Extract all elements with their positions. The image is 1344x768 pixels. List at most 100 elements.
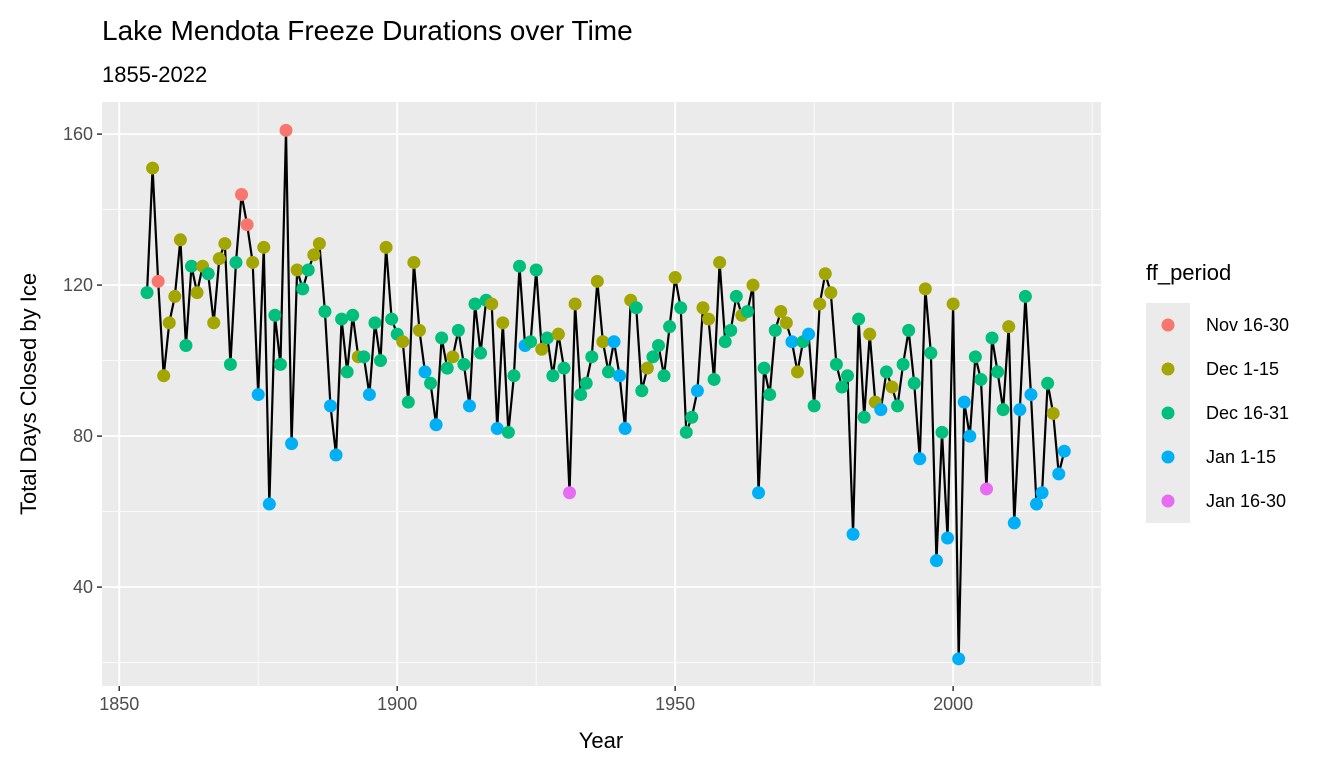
data-point [913,452,927,466]
data-point [1002,320,1016,334]
x-tick-label: 2000 [933,694,973,714]
y-tick-label: 120 [63,275,93,295]
x-axis-label: Year [579,728,623,753]
x-tick-label: 1850 [99,694,139,714]
data-point [879,365,893,379]
data-point [574,388,588,402]
data-point [674,301,688,315]
data-point [496,316,510,330]
data-point [763,388,777,402]
data-point [246,255,260,269]
data-point [985,331,999,345]
data-point [451,323,465,337]
data-point [468,297,482,311]
data-point [273,357,287,371]
data-point [585,350,599,364]
data-point [329,448,343,462]
data-point [679,425,693,439]
data-point [374,354,388,368]
data-point [340,365,354,379]
data-point [946,297,960,311]
data-point [418,365,432,379]
data-point [535,342,549,356]
data-point [718,335,732,349]
data-point [635,384,649,398]
data-point [902,323,916,337]
data-point [462,399,476,413]
data-point [896,357,910,371]
data-point [318,305,332,319]
data-point [379,240,393,254]
data-point [646,350,660,364]
data-point [952,652,966,666]
data-point [618,422,632,436]
data-point [568,297,582,311]
data-point [1057,444,1071,458]
data-point [1046,406,1060,420]
data-point [857,410,871,424]
data-point [557,361,571,375]
data-point [429,418,443,432]
data-point [312,237,326,251]
data-point [785,335,799,349]
data-point [601,365,615,379]
data-point [852,312,866,326]
legend-key-nov-16-30 [1161,318,1175,332]
data-point [835,380,849,394]
data-point [746,278,760,292]
data-point [846,527,860,541]
data-point [551,327,565,341]
y-tick-label: 160 [63,124,93,144]
data-point [941,531,955,545]
data-point [240,218,254,232]
data-point [829,357,843,371]
data-point [546,369,560,383]
data-point [1041,376,1055,390]
legend-label: Dec 1-15 [1206,359,1279,379]
data-point [813,297,827,311]
data-point [151,274,165,288]
data-point [752,486,766,500]
data-point [863,327,877,341]
data-point [1035,486,1049,500]
data-point [1018,289,1032,303]
data-point [412,323,426,337]
data-point [323,399,337,413]
data-point [1052,467,1066,481]
data-point [501,425,515,439]
data-point [874,403,888,417]
data-point [991,365,1005,379]
data-point [540,331,554,345]
data-point [690,384,704,398]
data-point [335,312,349,326]
data-point [146,161,160,175]
legend-label: Jan 16-30 [1206,491,1286,511]
data-point [290,263,304,277]
data-point [924,346,938,360]
data-point [268,308,282,322]
data-point [173,233,187,247]
data-point [974,372,988,386]
data-point [668,271,682,285]
data-point [207,316,221,330]
data-point [968,350,982,364]
data-point [702,312,716,326]
data-point [368,316,382,330]
data-point [490,422,504,436]
axes: 1850 1900 1950 2000 40 80 120 160 [63,124,973,714]
data-point [807,399,821,413]
legend: ff_period Nov 16-30 Dec 1-15 Dec 16-31 Jan … [1146,260,1289,523]
data-point [707,372,721,386]
data-point [229,255,243,269]
data-point [929,554,943,568]
data-point [474,346,488,360]
data-point [190,286,204,300]
legend-key-dec-16-31 [1161,406,1175,420]
plot-panel [102,102,1101,686]
data-point [651,338,665,352]
data-point [996,403,1010,417]
y-tick-label: 80 [73,426,93,446]
data-point [640,361,654,375]
data-point [513,259,527,273]
series-line [145,130,1066,659]
